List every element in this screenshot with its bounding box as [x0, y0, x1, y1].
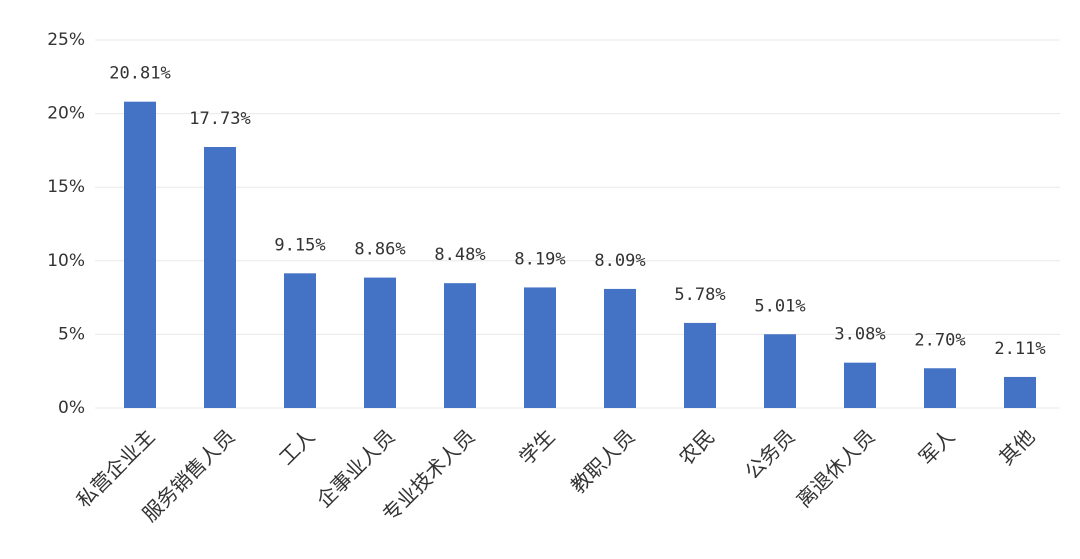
value-label: 20.81%: [109, 64, 170, 84]
bar: [204, 147, 236, 408]
bar: [444, 283, 476, 408]
value-label: 2.11%: [994, 339, 1045, 359]
bar: [924, 368, 956, 408]
x-tick-label: 学生: [514, 424, 559, 469]
bar: [1004, 376, 1036, 408]
bar: [284, 273, 316, 408]
bar: [364, 277, 396, 408]
y-tick-label: 10%: [47, 251, 85, 271]
y-tick-label: 20%: [47, 104, 85, 124]
value-label: 9.15%: [274, 235, 325, 255]
bar: [604, 288, 636, 408]
value-label: 17.73%: [189, 109, 250, 129]
value-label: 3.08%: [834, 325, 885, 345]
value-label: 8.86%: [354, 240, 405, 260]
bar: [524, 287, 556, 408]
x-tick-label: 工人: [274, 424, 319, 469]
value-label: 8.19%: [514, 249, 565, 269]
x-tick-label: 离退休人员: [792, 424, 880, 512]
bar: [684, 322, 716, 408]
bar: [124, 101, 156, 408]
x-tick-label: 公务员: [740, 424, 799, 483]
value-label: 8.09%: [594, 251, 645, 271]
y-tick-label: 15%: [47, 177, 85, 197]
bar: [844, 362, 876, 408]
x-tick-label: 农民: [674, 424, 719, 469]
value-label: 2.70%: [914, 330, 965, 350]
x-tick-label: 军人: [914, 424, 959, 469]
y-tick-label: 25%: [47, 30, 85, 50]
value-label: 8.48%: [434, 245, 485, 265]
y-tick-label: 5%: [58, 324, 85, 344]
x-tick-label: 其他: [994, 424, 1039, 469]
bar: [764, 334, 796, 408]
x-tick-label: 私营企业主: [72, 424, 160, 512]
x-tick-label: 教职人员: [566, 424, 640, 498]
value-label: 5.78%: [674, 285, 725, 305]
value-label: 5.01%: [754, 296, 805, 316]
y-tick-label: 0%: [58, 398, 85, 418]
x-tick-label: 企事业人员: [312, 424, 400, 512]
